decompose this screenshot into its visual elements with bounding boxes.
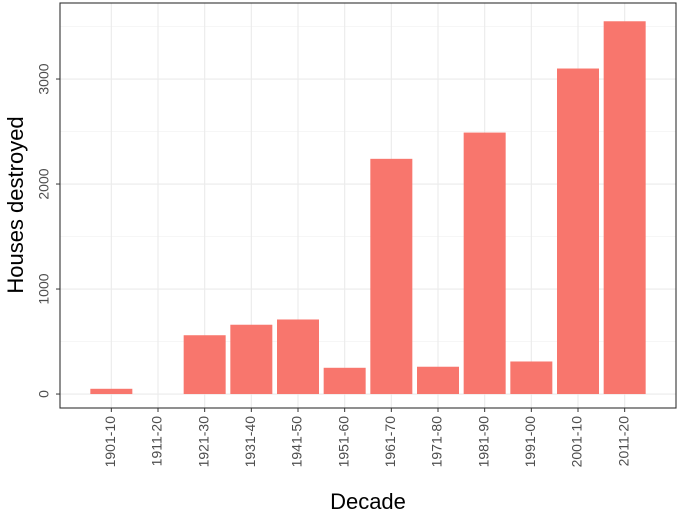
bar <box>557 68 599 395</box>
bar <box>603 21 646 395</box>
x-tick-label: 1981-90 <box>475 416 491 468</box>
bar <box>90 388 133 395</box>
panel-border <box>59 2 677 409</box>
x-tick-label: 1931-40 <box>242 416 258 468</box>
x-tick-label: 1921-30 <box>195 416 211 468</box>
x-tick-label: 1901-10 <box>102 416 118 468</box>
bar <box>323 367 366 395</box>
x-tick-label: 1961-70 <box>382 416 398 468</box>
x-tick-label: 2001-10 <box>569 416 585 468</box>
y-tick-label: 3000 <box>36 63 52 94</box>
bar <box>510 361 553 395</box>
bar <box>417 366 459 395</box>
x-tick-label: 1941-50 <box>289 416 305 468</box>
y-tick-label: 0 <box>36 390 52 398</box>
x-tick-label: 1991-00 <box>522 416 538 468</box>
bar <box>463 132 506 395</box>
y-tick-label: 1000 <box>36 273 52 304</box>
x-tick-label: 1911-20 <box>149 416 165 467</box>
x-tick-label: 1971-80 <box>429 416 445 468</box>
bar <box>370 158 413 395</box>
bar <box>183 335 226 395</box>
bar <box>277 319 319 395</box>
x-tick-label: 2011-20 <box>615 416 631 467</box>
bar <box>230 324 273 395</box>
x-axis-title: Decade <box>330 489 406 514</box>
y-axis-title: Houses destroyed <box>3 116 28 293</box>
y-tick-label: 2000 <box>36 168 52 199</box>
x-tick-label: 1951-60 <box>335 416 351 468</box>
